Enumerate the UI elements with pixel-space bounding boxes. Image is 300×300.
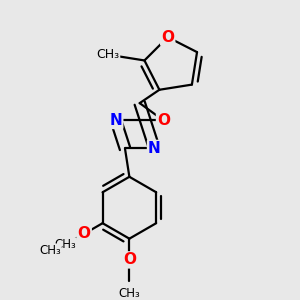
Text: O: O: [161, 30, 174, 45]
Text: CH₃: CH₃: [118, 287, 140, 300]
Text: O: O: [123, 252, 136, 267]
Text: CH₃: CH₃: [55, 238, 76, 251]
Text: CH₃: CH₃: [39, 244, 61, 257]
Text: CH₃: CH₃: [97, 48, 120, 61]
Text: O: O: [78, 226, 91, 241]
Text: O: O: [157, 113, 170, 128]
Text: N: N: [148, 141, 161, 156]
Text: N: N: [110, 113, 122, 128]
